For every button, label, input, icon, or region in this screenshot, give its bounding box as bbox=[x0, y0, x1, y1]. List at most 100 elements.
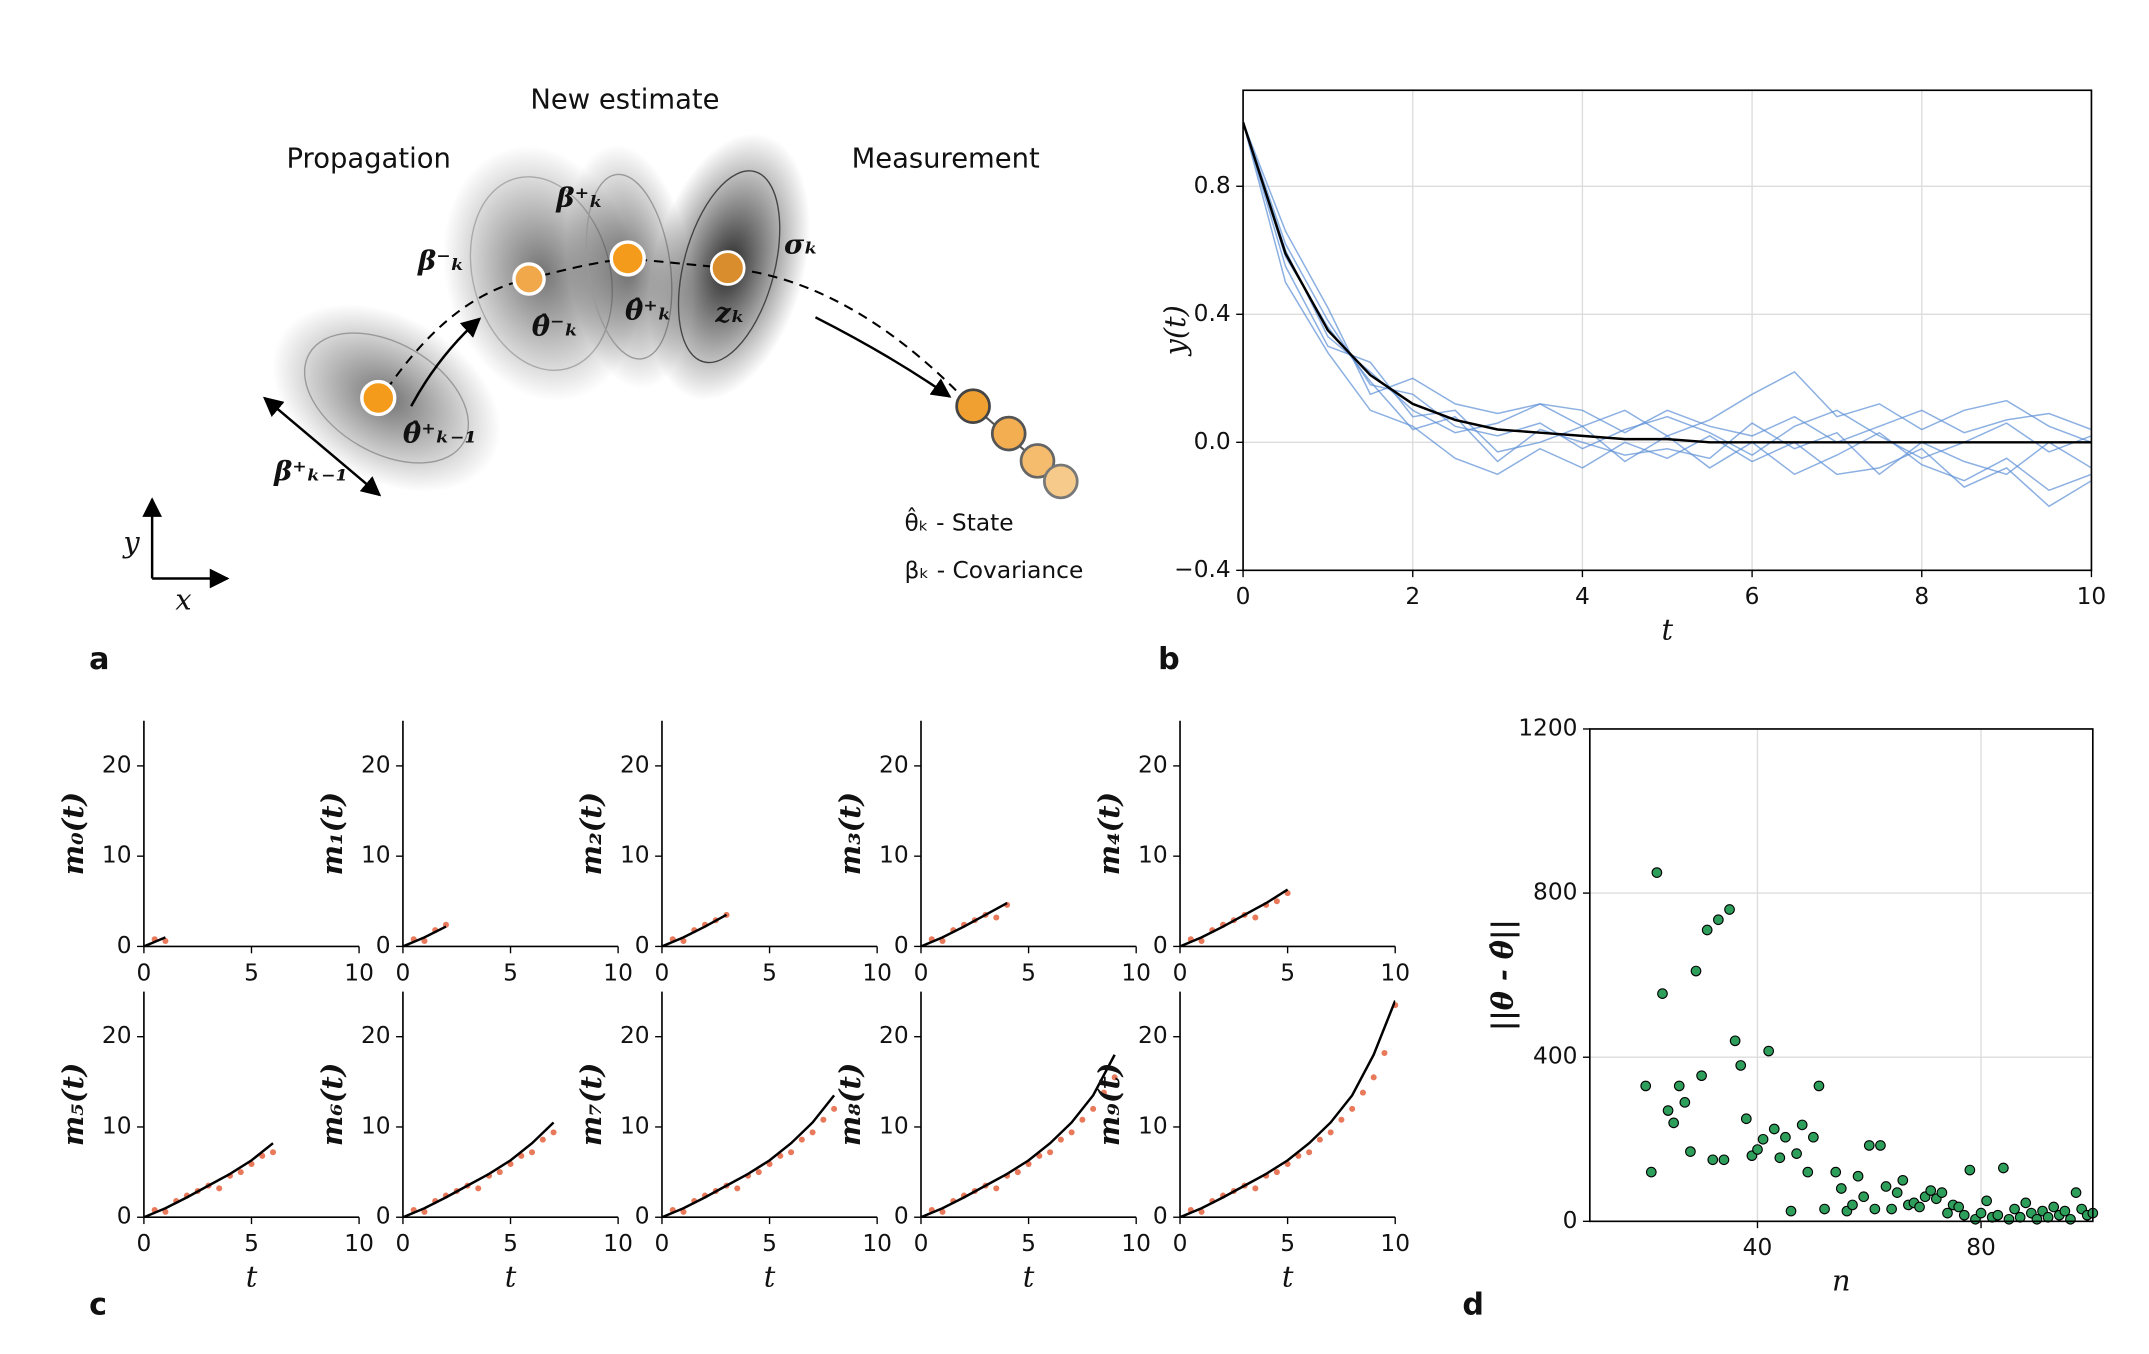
point bbox=[1327, 1129, 1334, 1136]
point bbox=[788, 1149, 795, 1156]
panel-label: a bbox=[89, 642, 109, 677]
y-tick-label: 800 bbox=[1533, 879, 1577, 906]
point bbox=[1707, 1154, 1719, 1166]
point bbox=[1359, 1089, 1366, 1096]
point bbox=[1316, 1136, 1323, 1143]
point bbox=[216, 1185, 223, 1192]
x-tick-label: 5 bbox=[244, 959, 259, 986]
y-tick-label: 10 bbox=[620, 1112, 650, 1139]
math-label: zₖ bbox=[714, 297, 745, 329]
point bbox=[1975, 1207, 1987, 1219]
y-tick-label: 0 bbox=[376, 932, 391, 959]
point bbox=[1752, 1144, 1763, 1155]
y-tick-label: 0 bbox=[1153, 1203, 1168, 1230]
heading: New estimate bbox=[530, 85, 719, 116]
y-tick-label: 20 bbox=[361, 1022, 391, 1049]
point bbox=[1858, 1191, 1870, 1203]
y-tick-label: 0 bbox=[376, 1203, 391, 1230]
y-tick-label: 0 bbox=[117, 932, 132, 959]
line bbox=[1243, 122, 2092, 476]
y-axis-label: m₂(t) bbox=[574, 792, 608, 875]
y-tick-label: 10 bbox=[879, 1112, 909, 1139]
x-tick-label: 10 bbox=[2077, 583, 2107, 610]
point bbox=[237, 1169, 244, 1176]
x-axis-label: t bbox=[1023, 1259, 1035, 1293]
y-tick-label: 10 bbox=[1138, 1112, 1168, 1139]
x-tick-label: 0 bbox=[136, 959, 151, 986]
x-tick-label: 10 bbox=[603, 1230, 633, 1257]
x-tick-label: 2 bbox=[1405, 583, 1420, 610]
x-tick-label: 0 bbox=[914, 959, 929, 986]
point bbox=[2065, 1213, 2076, 1225]
point bbox=[550, 1129, 557, 1136]
frame bbox=[1588, 728, 2094, 1223]
math-label: σₖ bbox=[784, 229, 819, 261]
x-tick-label: 4 bbox=[1575, 583, 1590, 610]
covariance-ellipse bbox=[677, 170, 781, 364]
point bbox=[1273, 898, 1280, 905]
panel-label: d bbox=[1462, 1288, 1484, 1323]
point bbox=[1014, 1169, 1021, 1176]
state bbox=[990, 415, 1027, 452]
y-tick-label: 20 bbox=[1138, 751, 1168, 778]
line bbox=[1243, 122, 2092, 460]
arrow bbox=[263, 396, 382, 497]
point bbox=[1897, 1174, 1909, 1186]
point bbox=[1252, 914, 1259, 921]
y-tick-label: −0.4 bbox=[1174, 556, 1231, 583]
y-tick-label: 20 bbox=[879, 1022, 909, 1049]
y-tick-label: 400 bbox=[1533, 1043, 1577, 1070]
y-tick-label: 10 bbox=[102, 842, 132, 869]
line bbox=[143, 936, 166, 947]
x-axis-label: t bbox=[1282, 1259, 1294, 1293]
y-tick-label: 0 bbox=[1153, 932, 1168, 959]
chart: 0 5 10 0 10 20 t m₅(t) bbox=[56, 991, 374, 1293]
point bbox=[1724, 904, 1735, 915]
point bbox=[1657, 988, 1668, 999]
point bbox=[1668, 1117, 1679, 1129]
panel-label: b bbox=[1158, 642, 1180, 677]
point bbox=[1847, 1199, 1858, 1211]
panel-label: c bbox=[89, 1288, 107, 1323]
x-tick-label: 0 bbox=[396, 959, 411, 986]
point bbox=[1808, 1131, 1819, 1143]
point bbox=[680, 1208, 687, 1215]
point bbox=[680, 938, 687, 945]
state bbox=[1019, 443, 1056, 479]
heading: Measurement bbox=[852, 144, 1040, 175]
y-tick-label: 10 bbox=[361, 1112, 391, 1139]
y-axis-label: m₃(t) bbox=[833, 792, 867, 875]
point bbox=[1079, 1116, 1086, 1123]
point bbox=[755, 1169, 762, 1176]
point bbox=[1338, 1116, 1345, 1123]
point bbox=[1936, 1187, 1948, 1198]
y-axis-label: m₆(t) bbox=[315, 1063, 349, 1146]
point bbox=[1696, 1070, 1707, 1082]
x-tick-label: 10 bbox=[862, 959, 892, 986]
chart: 0 2 4 6 8 10 −0.4 0.0 0.4 0.8 t y(t) bbox=[1158, 89, 2107, 646]
y-tick-label: 10 bbox=[879, 842, 909, 869]
point bbox=[1796, 1119, 1808, 1131]
y-axis-label: y(t) bbox=[1158, 305, 1192, 357]
point bbox=[162, 938, 169, 945]
y-axis-label: m₁(t) bbox=[315, 792, 349, 875]
point bbox=[1964, 1164, 1976, 1176]
point bbox=[1198, 1208, 1205, 1215]
point bbox=[993, 1185, 1000, 1192]
math-label: β⁺ₖ₋₁ bbox=[273, 456, 347, 488]
x-tick-label: 0 bbox=[1173, 1230, 1188, 1257]
math-label: θ̂⁻ₖ bbox=[532, 311, 579, 343]
x-tick-label: 0 bbox=[396, 1230, 411, 1257]
x-tick-label: 5 bbox=[1021, 1230, 1036, 1257]
point bbox=[1998, 1162, 2009, 1174]
x-tick-label: 10 bbox=[862, 1230, 892, 1257]
line bbox=[402, 925, 447, 947]
point bbox=[1757, 1133, 1769, 1145]
point bbox=[1953, 1201, 1965, 1213]
point bbox=[1891, 1187, 1903, 1198]
x-tick-label: 0 bbox=[1173, 959, 1188, 986]
